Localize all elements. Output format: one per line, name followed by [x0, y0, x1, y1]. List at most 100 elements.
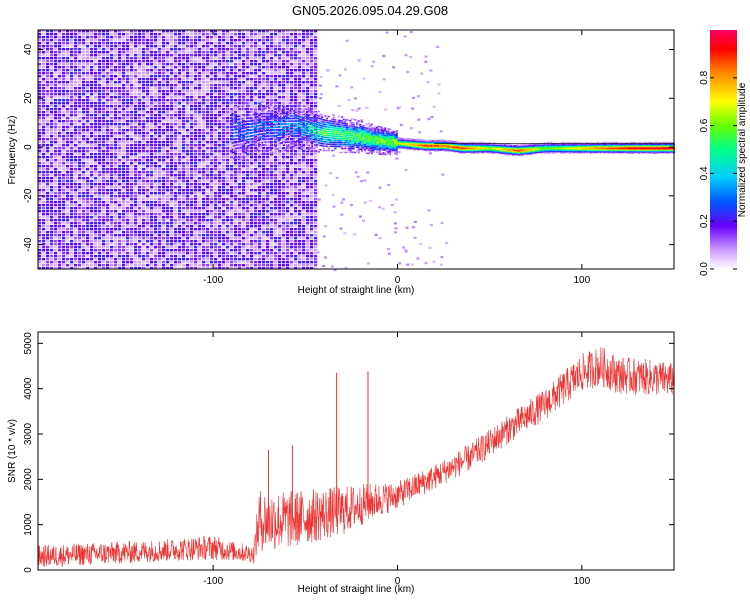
noise-cell — [190, 168, 194, 171]
noise-cell — [58, 210, 62, 213]
noise-cell — [170, 225, 174, 228]
noise-cell — [170, 33, 174, 36]
noise-cell — [66, 39, 70, 42]
noise-cell — [218, 132, 222, 135]
noise-cell — [130, 129, 134, 132]
noise-cell — [186, 228, 190, 231]
noise-cell — [286, 30, 290, 33]
noise-cell — [42, 126, 46, 129]
noise-cell — [54, 150, 58, 153]
noise-cell — [258, 105, 262, 108]
noise-cell — [126, 216, 130, 219]
noise-cell — [230, 105, 234, 108]
noise-cell — [194, 51, 198, 54]
noise-cell — [78, 150, 82, 153]
noise-cell — [202, 153, 206, 156]
noise-cell — [234, 201, 238, 204]
noise-cell — [158, 189, 162, 192]
noise-cell — [102, 243, 106, 246]
noise-cell — [146, 195, 150, 198]
noise-cell — [266, 60, 270, 63]
noise-cell — [266, 42, 270, 45]
noise-cell — [218, 45, 222, 48]
noise-cell — [150, 147, 154, 150]
noise-cell — [182, 45, 186, 48]
noise-cell — [138, 216, 142, 219]
noise-cell — [166, 156, 170, 159]
noise-cell — [46, 36, 50, 39]
noise-cell — [242, 165, 246, 168]
noise-cell — [70, 33, 74, 36]
noise-cell — [106, 33, 110, 36]
noise-cell — [202, 51, 206, 54]
noise-cell — [70, 243, 74, 246]
noise-cell — [130, 192, 134, 195]
noise-cell — [126, 123, 130, 126]
noise-cell — [150, 210, 154, 213]
noise-cell — [186, 249, 190, 252]
noise-cell — [106, 171, 110, 174]
noise-cell — [154, 105, 158, 108]
noise-cell — [222, 129, 226, 132]
noise-cell — [154, 258, 158, 261]
noise-cell — [242, 36, 246, 39]
noise-cell — [242, 93, 246, 96]
noise-cell — [42, 264, 46, 267]
noise-cell — [46, 33, 50, 36]
noise-cell — [274, 87, 278, 90]
noise-cell — [78, 204, 82, 207]
noise-cell — [242, 162, 246, 165]
noise-cell — [202, 96, 206, 99]
noise-cell — [86, 138, 90, 141]
noise-cell — [230, 54, 234, 57]
noise-cell — [38, 201, 42, 204]
noise-cell — [130, 177, 134, 180]
noise-cell — [242, 195, 246, 198]
noise-cell — [42, 243, 46, 246]
noise-cell — [58, 144, 62, 147]
noise-cell — [98, 165, 102, 168]
noise-cell — [154, 54, 158, 57]
noise-cell — [254, 222, 258, 225]
noise-cell — [118, 78, 122, 81]
noise-cell — [110, 123, 114, 126]
noise-cell — [54, 267, 58, 270]
noise-cell — [50, 174, 54, 177]
noise-cell — [214, 66, 218, 69]
noise-cell — [186, 108, 190, 111]
noise-cell — [222, 105, 226, 108]
noise-cell — [90, 192, 94, 195]
noise-cell — [130, 261, 134, 264]
noise-cell — [158, 63, 162, 66]
noise-cell — [86, 120, 90, 123]
noise-cell — [202, 162, 206, 165]
noise-cell — [178, 90, 182, 93]
noise-cell — [154, 141, 158, 144]
noise-cell — [62, 108, 66, 111]
noise-cell — [86, 261, 90, 264]
noise-cell — [178, 39, 182, 42]
noise-cell — [54, 51, 58, 54]
noise-cell — [54, 234, 58, 237]
noise-cell — [70, 81, 74, 84]
noise-cell — [262, 165, 266, 168]
noise-cell — [126, 117, 130, 120]
noise-cell — [122, 141, 126, 144]
noise-cell — [254, 204, 258, 207]
noise-cell — [58, 36, 62, 39]
noise-cell — [54, 252, 58, 255]
noise-cell — [218, 249, 222, 252]
noise-cell — [182, 246, 186, 249]
noise-cell — [230, 234, 234, 237]
noise-cell — [78, 72, 82, 75]
noise-cell — [58, 147, 62, 150]
noise-cell — [270, 219, 274, 222]
noise-cell — [38, 192, 42, 195]
noise-cell — [186, 129, 190, 132]
noise-cell — [98, 201, 102, 204]
noise-cell — [262, 39, 266, 42]
noise-cell — [94, 90, 98, 93]
noise-cell — [90, 159, 94, 162]
noise-cell — [122, 198, 126, 201]
noise-cell — [166, 93, 170, 96]
